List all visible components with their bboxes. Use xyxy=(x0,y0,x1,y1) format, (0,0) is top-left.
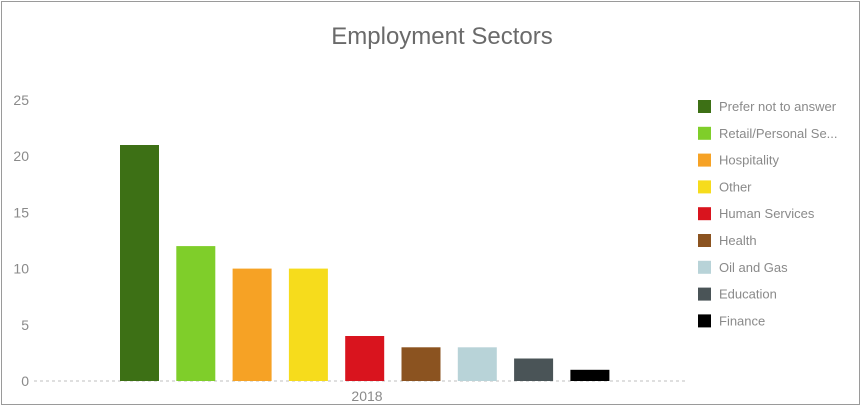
legend-swatch[interactable] xyxy=(698,180,711,194)
legend-label[interactable]: Other xyxy=(719,179,752,194)
chart-title: Employment Sectors xyxy=(331,23,552,50)
legend-swatch[interactable] xyxy=(698,126,711,140)
y-tick-label: 25 xyxy=(13,92,29,108)
bar[interactable] xyxy=(345,336,385,381)
legend-label[interactable]: Health xyxy=(719,233,757,248)
legend-label[interactable]: Hospitality xyxy=(719,153,779,168)
bar[interactable] xyxy=(514,358,554,382)
y-axis-ticks: 0 5 10 15 20 25 xyxy=(13,92,29,389)
bar[interactable] xyxy=(176,246,216,381)
y-tick-label: 5 xyxy=(21,317,29,333)
bar[interactable] xyxy=(401,347,441,381)
y-tick-label: 10 xyxy=(13,261,29,277)
legend: Prefer not to answer Retail/Personal Se..… xyxy=(698,99,838,328)
legend-swatch[interactable] xyxy=(698,153,711,167)
legend-label[interactable]: Finance xyxy=(719,313,765,328)
legend-swatch[interactable] xyxy=(698,234,711,247)
bar[interactable] xyxy=(120,145,159,381)
legend-swatch[interactable] xyxy=(698,100,711,113)
legend-label[interactable]: Prefer not to answer xyxy=(719,99,837,114)
bar[interactable] xyxy=(570,369,610,381)
bar[interactable] xyxy=(288,268,328,381)
legend-label[interactable]: Retail/Personal Se... xyxy=(719,126,838,141)
bars-group xyxy=(120,145,610,382)
legend-swatch[interactable] xyxy=(698,287,711,301)
legend-swatch[interactable] xyxy=(698,260,711,274)
bar[interactable] xyxy=(232,268,272,381)
x-tick-label: 2018 xyxy=(351,388,382,404)
legend-swatch[interactable] xyxy=(698,314,711,328)
legend-label[interactable]: Education xyxy=(719,287,777,302)
bar[interactable] xyxy=(457,347,497,381)
y-tick-label: 15 xyxy=(13,204,29,220)
y-tick-label: 0 xyxy=(21,373,29,389)
y-tick-label: 20 xyxy=(13,148,29,164)
legend-label[interactable]: Oil and Gas xyxy=(719,260,788,275)
legend-swatch[interactable] xyxy=(698,207,711,221)
legend-label[interactable]: Human Services xyxy=(719,206,815,221)
